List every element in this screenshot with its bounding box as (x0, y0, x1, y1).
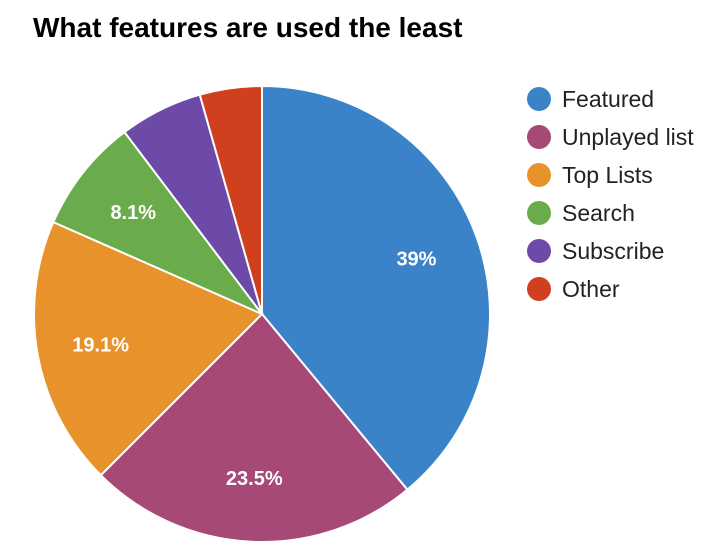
chart-title: What features are used the least (33, 12, 463, 43)
legend-item-top-lists[interactable]: Top Lists (527, 156, 694, 194)
legend-item-unplayed-list[interactable]: Unplayed list (527, 118, 694, 156)
legend-swatch (527, 163, 551, 187)
chart-legend: Featured Unplayed list Top Lists Search Subs… (527, 80, 694, 308)
legend-swatch (527, 125, 551, 149)
slice-label: 8.1% (110, 202, 156, 224)
legend-item-other[interactable]: Other (527, 270, 694, 308)
legend-label: Subscribe (562, 237, 665, 264)
pie-slice-other[interactable] (198, 84, 263, 315)
legend-label: Search (562, 199, 635, 226)
pie-slice-featured[interactable] (261, 84, 491, 492)
pie-slice-top-lists[interactable] (33, 220, 264, 477)
legend-label: Featured (562, 85, 655, 112)
pie-slice-unplayed-list[interactable] (99, 312, 409, 543)
legend-swatch (527, 239, 551, 263)
legend-label: Top Lists (562, 161, 653, 188)
legend-item-search[interactable]: Search (527, 194, 694, 232)
legend-label: Unplayed list (562, 123, 694, 150)
legend-swatch (527, 201, 551, 225)
slice-label: 39% (396, 248, 436, 270)
legend-swatch (527, 277, 551, 301)
slice-label: 19.1% (72, 334, 129, 356)
pie-slice-search[interactable] (52, 130, 266, 317)
legend-label: Other (562, 275, 620, 302)
slice-label: 23.5% (226, 468, 283, 490)
legend-swatch (527, 87, 551, 111)
legend-item-subscribe[interactable]: Subscribe (527, 232, 694, 270)
legend-item-featured[interactable]: Featured (527, 80, 694, 118)
